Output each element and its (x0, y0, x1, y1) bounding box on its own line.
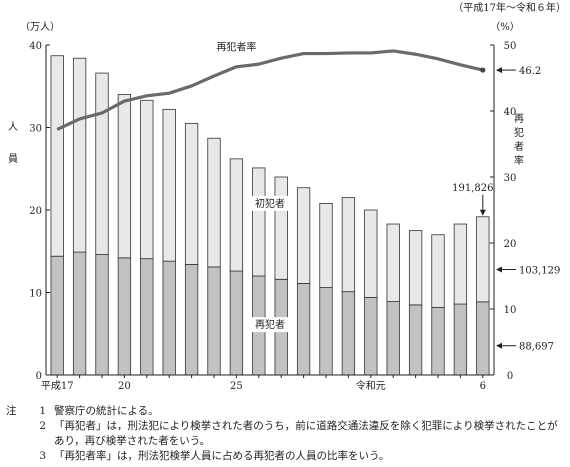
note-prefix: 注 (6, 404, 28, 419)
annotation-total-arrowhead (480, 210, 486, 216)
bar-first-offenders (297, 188, 310, 284)
bar-repeat-offenders (141, 259, 154, 375)
annotation-rate: 46.2 (519, 66, 541, 77)
annotation-repeat-offenders: 88,697 (519, 342, 554, 353)
bar-first-offenders (432, 235, 445, 308)
bar-first-offenders (409, 231, 422, 305)
annotation-first-offenders-arrowhead (496, 267, 502, 273)
bar-repeat-offenders (409, 305, 422, 375)
bar-first-offenders (73, 58, 86, 252)
bar-first-offenders (477, 217, 490, 302)
right-axis-unit: （%） (490, 21, 520, 33)
notes: 注 1 警察庁の統計による。 2 「再犯者」は，刑法犯により検挙された者のうち，… (6, 404, 566, 464)
annotation-repeat-offenders-arrowhead (496, 343, 502, 349)
x-tick-label: 6 (480, 381, 486, 392)
bar-repeat-offenders (118, 258, 130, 375)
bar-repeat-offenders (477, 302, 490, 375)
note-number: 3 (28, 449, 54, 464)
period-label: （平成17年～令和６年） (453, 1, 566, 14)
bar-repeat-offenders (73, 252, 86, 375)
annotation-first-offenders: 103,129 (519, 266, 560, 277)
right-axis-label: 再犯者率 (514, 113, 524, 167)
bar-first-offenders (185, 123, 198, 264)
right-tick-label: 40 (504, 107, 517, 118)
note-row: 3 「再犯者率」は，刑法犯検挙人員に占める再犯者の人員の比率をいう。 (6, 449, 566, 464)
bar-first-offenders (275, 177, 288, 279)
note-number: 1 (28, 404, 54, 419)
right-tick-label: 0 (507, 371, 513, 382)
bar-repeat-offenders (387, 302, 400, 375)
bar-first-offenders (320, 203, 333, 287)
crime-chart: （平成17年～令和６年） （万人） （%） 人員 再犯者率 0102030400… (0, 0, 570, 400)
rate-line-endpoint (480, 67, 485, 72)
x-tick-label: 25 (230, 381, 243, 392)
bar-first-offenders (230, 159, 243, 271)
x-tick-label: 平成17 (41, 380, 74, 392)
bar-repeat-offenders (342, 292, 355, 375)
series-label-rate: 再犯者率 (216, 40, 256, 53)
bar-first-offenders (387, 224, 400, 302)
note-text: 「再犯者率」は，刑法犯検挙人員に占める再犯者の人員の比率をいう。 (54, 449, 566, 464)
bar-first-offenders (208, 138, 221, 267)
bar-first-offenders (118, 95, 130, 258)
bar-repeat-offenders (208, 267, 221, 375)
bar-first-offenders (163, 109, 176, 261)
bar-repeat-offenders (51, 256, 64, 375)
bar-first-offenders (253, 168, 265, 276)
series-label-repeat-offenders: 再犯者 (255, 319, 285, 331)
right-tick-label: 50 (504, 41, 517, 52)
bar-first-offenders (141, 100, 154, 258)
right-tick-label: 20 (504, 239, 517, 250)
note-row: 注 1 警察庁の統計による。 (6, 404, 566, 419)
bar-repeat-offenders (163, 261, 176, 375)
right-tick-label: 10 (504, 305, 517, 316)
bar-first-offenders (342, 198, 355, 292)
left-tick-label: 40 (29, 41, 42, 52)
x-tick-label: 20 (118, 381, 131, 392)
bar-first-offenders (51, 56, 64, 256)
left-tick-label: 30 (29, 124, 42, 135)
x-tick-label: 令和元 (356, 379, 386, 392)
annotation-rate-arrowhead (496, 67, 502, 73)
bar-repeat-offenders (454, 304, 467, 375)
left-axis-unit: （万人） (20, 21, 60, 33)
bar-repeat-offenders (96, 255, 109, 375)
left-tick-label: 10 (29, 289, 42, 300)
bar-first-offenders (365, 210, 378, 297)
bar-repeat-offenders (365, 297, 378, 375)
right-tick-label: 30 (504, 173, 517, 184)
note-row: 2 「再犯者」は，刑法犯により検挙された者のうち，前に道路交通法違反を除く犯罪に… (6, 419, 566, 449)
bar-first-offenders (454, 224, 467, 304)
bar-repeat-offenders (320, 288, 333, 375)
note-text: 「再犯者」は，刑法犯により検挙された者のうち，前に道路交通法違反を除く犯罪により… (54, 419, 566, 449)
bar-first-offenders (96, 73, 109, 255)
series-label-first-offenders: 初犯者 (255, 197, 285, 210)
left-tick-label: 20 (29, 206, 42, 217)
bar-repeat-offenders (230, 271, 243, 375)
bar-repeat-offenders (297, 283, 310, 375)
left-axis-label: 人員 (8, 121, 18, 165)
bar-repeat-offenders (185, 264, 198, 375)
note-number: 2 (28, 419, 54, 449)
note-text: 警察庁の統計による。 (54, 404, 566, 419)
bar-repeat-offenders (432, 307, 445, 375)
annotation-total: 191,826 (452, 183, 493, 194)
